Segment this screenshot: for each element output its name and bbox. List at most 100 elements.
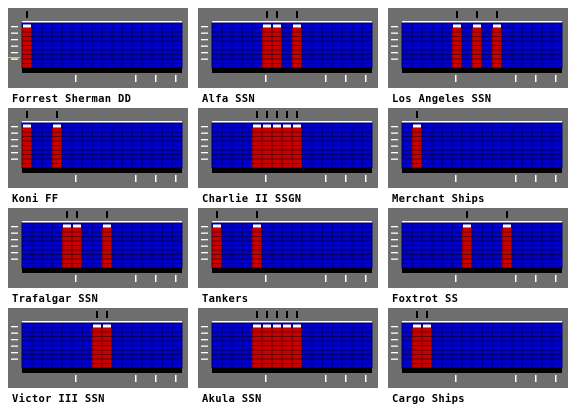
grid-cell xyxy=(321,336,333,342)
grid-cell xyxy=(31,22,43,28)
grid-cell xyxy=(401,345,413,351)
grid-cell xyxy=(331,240,343,246)
grid-cell xyxy=(91,236,103,242)
contact-panel-forrest-sherman-dd[interactable] xyxy=(8,8,188,88)
contact-cell xyxy=(501,263,513,269)
grid-cell xyxy=(491,358,503,364)
contact-panel-alfa-ssn[interactable] xyxy=(198,8,378,88)
grid-cell xyxy=(81,354,93,360)
grid-cell xyxy=(131,31,143,37)
contact-cell xyxy=(261,149,273,155)
contact-panel-akula-ssn[interactable] xyxy=(198,308,378,388)
grid-cell xyxy=(521,27,533,33)
grid-cell xyxy=(271,249,283,255)
contact-panel-foxtrot-ss[interactable] xyxy=(388,208,568,288)
grid-cell xyxy=(31,358,43,364)
bearing-marker xyxy=(106,311,108,318)
scale-tick xyxy=(201,145,208,147)
grid-cell xyxy=(91,222,103,228)
grid-cell xyxy=(141,154,153,160)
contact-panel-trafalgar-ssn[interactable] xyxy=(8,208,188,288)
grid-cell xyxy=(331,154,343,160)
grid-cell xyxy=(61,145,73,151)
grid-cell xyxy=(361,354,373,360)
grid-cell xyxy=(351,354,363,360)
grid-cell xyxy=(461,149,473,155)
contact-panel-koni-ff[interactable] xyxy=(8,108,188,188)
grid-cell xyxy=(41,154,53,160)
grid-cell xyxy=(521,163,533,169)
grid-cell xyxy=(461,131,473,137)
grid-cell xyxy=(541,127,553,133)
grid-cell xyxy=(161,254,173,260)
grid-cell xyxy=(501,154,513,160)
grid-cell xyxy=(411,40,423,46)
contact-bar-cap xyxy=(283,324,291,328)
contact-panel-merchant-ships[interactable] xyxy=(388,108,568,188)
grid-cell xyxy=(461,363,473,369)
contact-cell xyxy=(411,136,423,142)
grid-cell xyxy=(171,331,183,337)
grid-cell xyxy=(171,336,183,342)
grid-cell xyxy=(351,22,363,28)
grid-cell xyxy=(341,363,353,369)
contact-cell xyxy=(251,258,263,264)
contact-cell xyxy=(61,245,73,251)
contact-panel-charlie-ii-ssgn[interactable] xyxy=(198,108,378,188)
baseline-strip xyxy=(22,68,182,73)
grid-cell xyxy=(341,127,353,133)
grid-cell xyxy=(361,263,373,269)
grid-cell xyxy=(541,163,553,169)
grid-cell xyxy=(31,258,43,264)
grid-cell xyxy=(71,349,83,355)
scale-tick xyxy=(391,52,398,54)
contact-cell xyxy=(461,249,473,255)
grid-cell xyxy=(231,36,243,42)
grid-cell xyxy=(171,236,183,242)
grid-cell xyxy=(61,163,73,169)
bearing-marker xyxy=(296,11,298,18)
grid-cell xyxy=(161,127,173,133)
grid-cell xyxy=(221,258,233,264)
grid-cell xyxy=(61,27,73,33)
bearing-marker xyxy=(266,11,268,18)
baseline-strip xyxy=(212,268,372,273)
grid-cell xyxy=(241,54,253,60)
grid-cell xyxy=(161,263,173,269)
top-band xyxy=(402,121,562,123)
grid-cell xyxy=(61,349,73,355)
grid-cell xyxy=(461,145,473,151)
grid-cell xyxy=(341,327,353,333)
contact-cell xyxy=(251,227,263,233)
grid-cell xyxy=(401,336,413,342)
grid-cell xyxy=(41,363,53,369)
scale-tick xyxy=(11,352,18,354)
grid-cell xyxy=(171,158,183,164)
grid-cell xyxy=(301,340,313,346)
grid-cell xyxy=(521,331,533,337)
grid-cell xyxy=(141,249,153,255)
contact-cell xyxy=(461,236,473,242)
grid-cell xyxy=(151,54,163,60)
grid-cell xyxy=(41,349,53,355)
grid-cell xyxy=(461,322,473,328)
grid-cell xyxy=(81,331,93,337)
grid-cell xyxy=(251,27,263,33)
grid-cell xyxy=(231,154,243,160)
contact-panel-tankers[interactable] xyxy=(198,208,378,288)
contact-panel-cargo-ships[interactable] xyxy=(388,308,568,388)
grid-cell xyxy=(441,163,453,169)
grid-cell xyxy=(441,158,453,164)
grid-cell xyxy=(81,127,93,133)
grid-cell xyxy=(461,331,473,337)
contact-panel-los-angeles-ssn[interactable] xyxy=(388,8,568,88)
frequency-tick xyxy=(325,375,327,382)
contact-panel-victor-iii-ssn[interactable] xyxy=(8,308,188,388)
grid-cell xyxy=(361,258,373,264)
grid-cell xyxy=(281,36,293,42)
grid-cell xyxy=(151,345,163,351)
contact-cell xyxy=(251,236,263,242)
grid-cell xyxy=(131,127,143,133)
grid-cell xyxy=(221,122,233,128)
grid-cell xyxy=(551,45,563,51)
